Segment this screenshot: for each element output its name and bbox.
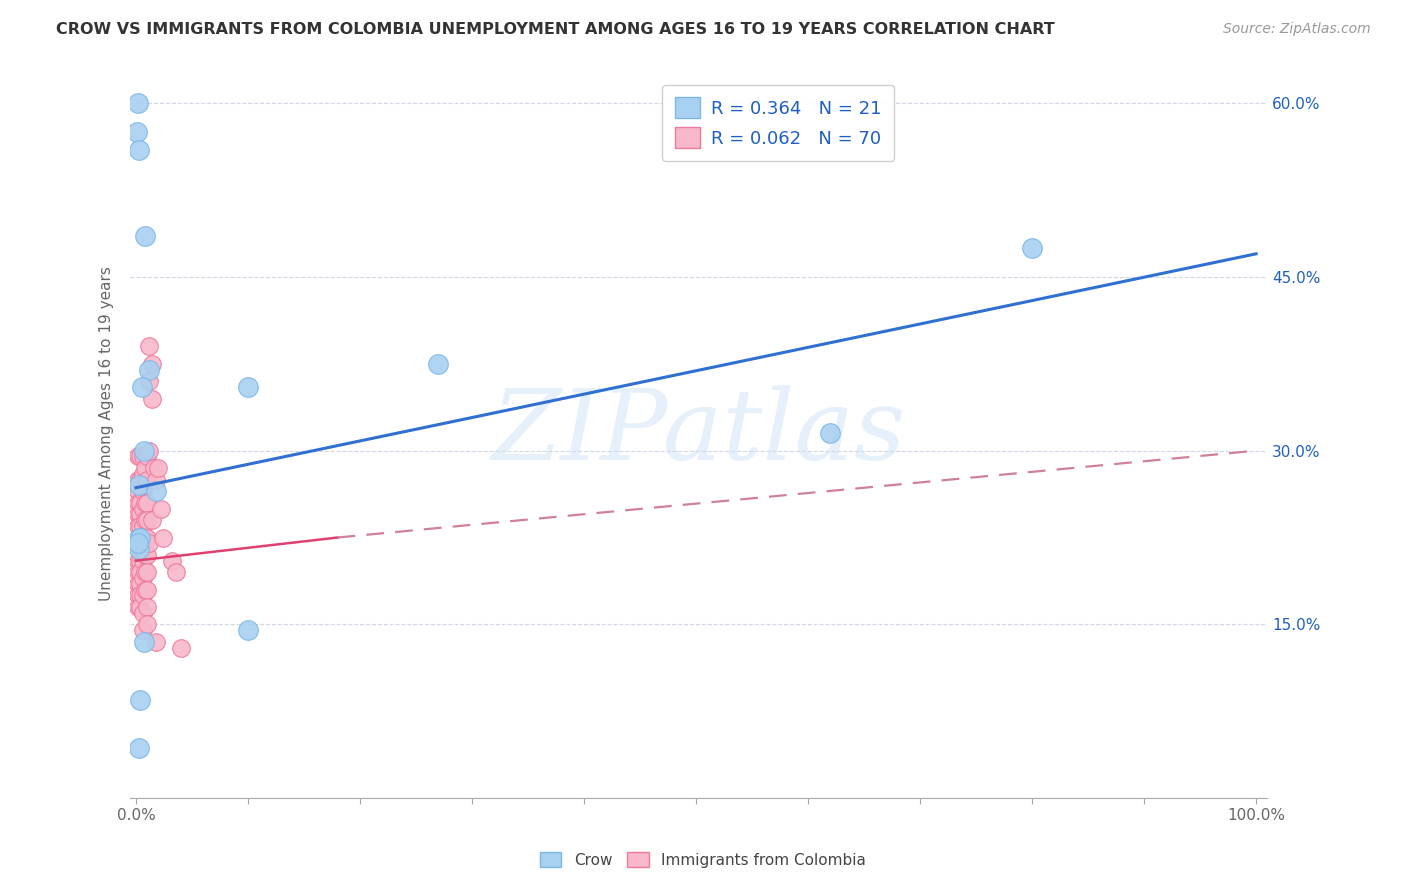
Point xyxy=(128,531,150,545)
Point xyxy=(127,542,149,557)
Point xyxy=(136,473,159,487)
Point xyxy=(127,566,149,580)
Point xyxy=(134,548,156,562)
Point xyxy=(134,496,156,510)
Point xyxy=(127,484,149,499)
Legend: Crow, Immigrants from Colombia: Crow, Immigrants from Colombia xyxy=(533,844,873,875)
Point xyxy=(136,617,159,632)
Point xyxy=(127,473,149,487)
Point xyxy=(1021,241,1043,255)
Point xyxy=(152,531,174,545)
Point xyxy=(141,357,163,371)
Point xyxy=(165,566,187,580)
Point xyxy=(127,96,149,111)
Point xyxy=(129,508,152,522)
Point xyxy=(148,461,170,475)
Point xyxy=(149,501,172,516)
Point xyxy=(128,478,150,492)
Point xyxy=(127,519,149,533)
Point xyxy=(134,478,156,492)
Point xyxy=(134,513,156,527)
Y-axis label: Unemployment Among Ages 16 to 19 years: Unemployment Among Ages 16 to 19 years xyxy=(100,266,114,600)
Point xyxy=(131,380,153,394)
Point xyxy=(160,554,183,568)
Point xyxy=(127,599,149,614)
Point xyxy=(131,467,153,481)
Point xyxy=(136,566,159,580)
Text: Source: ZipAtlas.com: Source: ZipAtlas.com xyxy=(1223,22,1371,37)
Point xyxy=(127,554,149,568)
Point xyxy=(136,548,159,562)
Point xyxy=(427,357,450,371)
Point xyxy=(236,623,259,637)
Point xyxy=(131,554,153,568)
Text: ZIPatlas: ZIPatlas xyxy=(492,385,905,481)
Point xyxy=(141,513,163,527)
Point xyxy=(138,339,160,353)
Point xyxy=(127,536,149,550)
Point xyxy=(136,531,159,545)
Point xyxy=(127,531,149,545)
Point xyxy=(129,599,152,614)
Point xyxy=(131,606,153,620)
Point xyxy=(128,143,150,157)
Point xyxy=(131,589,153,603)
Point xyxy=(131,450,153,464)
Point xyxy=(138,362,160,376)
Point xyxy=(134,582,156,597)
Point xyxy=(127,508,149,522)
Point xyxy=(125,125,148,139)
Point xyxy=(127,577,149,591)
Point xyxy=(136,496,159,510)
Point xyxy=(129,577,152,591)
Text: CROW VS IMMIGRANTS FROM COLOMBIA UNEMPLOYMENT AMONG AGES 16 TO 19 YEARS CORRELAT: CROW VS IMMIGRANTS FROM COLOMBIA UNEMPLO… xyxy=(56,22,1054,37)
Point xyxy=(129,566,152,580)
Point xyxy=(127,496,149,510)
Point xyxy=(131,571,153,585)
Point xyxy=(129,496,152,510)
Point xyxy=(820,426,842,441)
Point xyxy=(145,473,167,487)
Point xyxy=(236,380,259,394)
Point xyxy=(127,589,149,603)
Point xyxy=(136,513,159,527)
Point xyxy=(136,599,159,614)
Point xyxy=(131,501,153,516)
Point xyxy=(129,554,152,568)
Point xyxy=(131,536,153,550)
Point xyxy=(134,461,156,475)
Point xyxy=(129,473,152,487)
Legend: R = 0.364   N = 21, R = 0.062   N = 70: R = 0.364 N = 21, R = 0.062 N = 70 xyxy=(662,85,894,161)
Point xyxy=(128,741,150,756)
Point xyxy=(136,450,159,464)
Point xyxy=(138,374,160,388)
Point xyxy=(127,450,149,464)
Point xyxy=(129,692,152,706)
Point xyxy=(134,229,156,244)
Point xyxy=(129,450,152,464)
Point xyxy=(142,461,165,475)
Point xyxy=(129,519,152,533)
Point xyxy=(129,589,152,603)
Point xyxy=(134,531,156,545)
Point xyxy=(145,484,167,499)
Point xyxy=(131,484,153,499)
Point xyxy=(132,443,155,458)
Point xyxy=(145,634,167,648)
Point xyxy=(138,443,160,458)
Point xyxy=(129,542,152,557)
Point xyxy=(136,582,159,597)
Point xyxy=(131,519,153,533)
Point xyxy=(128,542,150,557)
Point xyxy=(129,531,152,545)
Point xyxy=(132,634,155,648)
Point xyxy=(131,623,153,637)
Point xyxy=(129,531,152,545)
Point xyxy=(134,566,156,580)
Point xyxy=(141,392,163,406)
Point xyxy=(138,536,160,550)
Point xyxy=(170,640,193,655)
